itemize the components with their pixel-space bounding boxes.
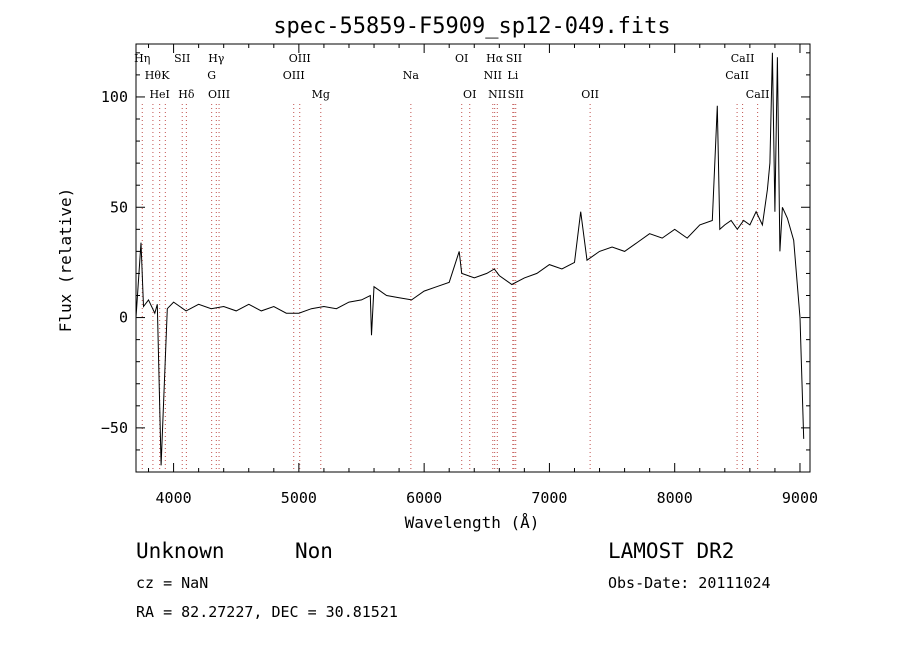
cz-value: cz = NaN (136, 574, 209, 592)
spectral-line-label: NII (484, 69, 502, 82)
spectral-line-label: NII (488, 88, 506, 101)
plot-frame (135, 43, 811, 473)
spectral-line-label: CaII (725, 69, 749, 82)
axes-layer: 4000 5000 6000 7000 8000 9000 −50 0 50 100 (101, 44, 818, 507)
obs-date: Obs-Date: 20111024 (608, 574, 771, 592)
spectral-line-label: SII (174, 52, 190, 65)
survey-label: LAMOST DR2 (608, 539, 735, 563)
series-layer (135, 52, 805, 466)
spectral-line-label: SII (508, 88, 524, 101)
spectrum-line (135, 52, 805, 466)
spectral-line-label: Hα (486, 52, 504, 65)
spectral-line-label: HeI (149, 88, 169, 101)
spectral-line-label: Mg (312, 88, 330, 101)
spectral-line-label: OI (455, 52, 468, 65)
spectral-line-label: G (207, 69, 216, 82)
x-tick-label: 8000 (657, 489, 693, 507)
subclass-label: Non (295, 539, 333, 563)
x-tick-label: 4000 (156, 489, 192, 507)
spectral-line-label: OII (581, 88, 599, 101)
spectral-lines-layer: Hη Hθ HeI K SII Hδ G Hγ OIII OIII OIII Mg Na OI OI NII H… (134, 52, 769, 472)
y-axis-label: Flux (relative) (56, 188, 75, 333)
spectral-line-label: OI (463, 88, 476, 101)
spectral-line-label: Na (403, 69, 420, 82)
y-tick-label: 50 (110, 198, 128, 216)
ra-dec-value: RA = 82.27227, DEC = 30.81521 (136, 603, 398, 621)
spectral-line-label: CaII (746, 88, 770, 101)
x-tick-label: 5000 (281, 489, 317, 507)
spectral-line-label: K (161, 69, 170, 82)
x-tick-label: 6000 (406, 489, 442, 507)
spectral-line-label: OIII (283, 69, 305, 82)
spectral-line-label: Hδ (178, 88, 195, 101)
spectral-line-label: OIII (289, 52, 311, 65)
spectral-line-label: Li (507, 69, 518, 82)
spectral-line-label: CaII (731, 52, 755, 65)
spectral-line-label: SII (506, 52, 522, 65)
y-tick-label: −50 (101, 419, 128, 437)
spectral-line-label: Hθ (145, 69, 162, 82)
x-axis-label: Wavelength (Å) (405, 513, 540, 532)
x-tick-label: 7000 (531, 489, 567, 507)
spectral-line-label: Hη (134, 52, 150, 65)
class-label: Unknown (136, 539, 225, 563)
spectral-line-label: Hγ (208, 52, 225, 65)
y-tick-label: 0 (119, 309, 128, 327)
x-tick-label: 9000 (782, 489, 818, 507)
y-tick-label: 100 (101, 88, 128, 106)
chart-title: spec-55859-F5909_sp12-049.fits (273, 14, 670, 39)
spectral-line-label: OIII (208, 88, 230, 101)
